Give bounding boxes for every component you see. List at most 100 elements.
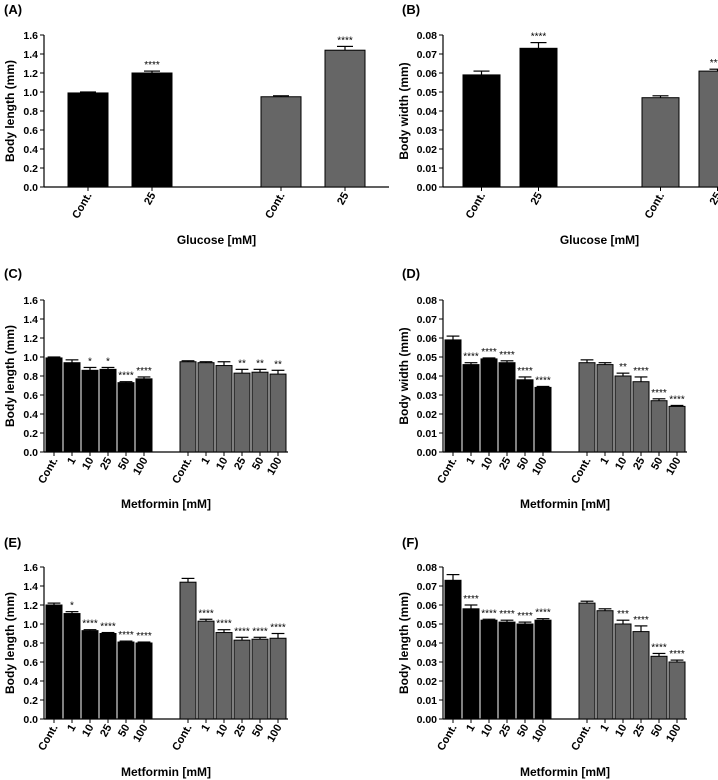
y-tick-label: 0.04 [417,638,438,650]
y-tick-label: 0.00 [417,714,438,726]
y-tick-label: 0.01 [417,695,438,707]
significance-label: ** [274,359,282,370]
significance-label: * [106,356,110,367]
y-tick-label: 0.07 [417,581,438,593]
y-tick-label: 1.6 [23,562,38,574]
x-tick-label: 100 [131,723,151,745]
y-tick-label: 0.00 [417,447,438,459]
y-axis-title: Body length (mm) [3,325,17,427]
bar [179,581,197,720]
x-tick-label: 25 [98,456,115,473]
bar [117,641,135,720]
panel-label: (E) [4,535,21,550]
y-tick-label: 0.8 [23,638,38,650]
significance-label: **** [517,366,533,377]
x-tick-label: 1 [199,723,212,734]
x-tick-label: 1 [464,723,477,734]
bar [641,97,680,188]
x-tick-label: 50 [116,456,133,473]
bar [260,96,302,188]
x-tick-label: 10 [80,723,97,740]
panel-f: (F) 0.00 0.01 0.02 0.03 0.04 0.05 0.06 0.07 0.08 B… [397,535,687,779]
y-tick-label: 0.08 [417,562,438,574]
y-tick-label: 1.2 [23,600,38,612]
significance-label: **** [669,394,685,405]
bar [534,386,552,453]
y-tick-label: 0.05 [417,619,438,631]
x-tick-label: Cont. [70,191,94,221]
significance-label: *** [617,609,629,620]
x-tick-label: 10 [214,723,231,740]
bar [462,608,480,720]
bar [251,638,269,720]
panel-e: (E) 0.0 0.2 0.4 0.6 0.8 1.0 1.2 1.4 1.6 Body lengt… [3,535,288,779]
bar [444,339,462,453]
x-tick-label: 50 [116,723,133,740]
y-tick-label: 0.00 [417,182,438,194]
x-tick-label: 100 [131,456,151,478]
significance-label: **** [144,60,160,71]
significance-label: ** [619,362,627,373]
x-tick-label: Cont. [569,456,593,486]
bar [99,368,117,453]
x-tick-label: Cont. [435,456,459,486]
significance-label: **** [531,32,547,43]
significance-label: ** [238,358,246,369]
x-tick-label: Cont. [170,456,194,486]
panel-a: (A) 0.0 0.2 0.4 0.6 0.8 1.0 1.2 1.4 1.6 Body lengt… [3,2,389,247]
x-tick-label: Cont. [464,191,488,221]
bar [480,358,498,453]
x-tick-label: 50 [515,723,532,740]
bar [81,369,99,453]
x-tick-label: 1 [598,456,611,467]
bar [45,357,63,453]
x-axis-title: Metformin [mM] [520,497,610,511]
bar [614,623,632,720]
y-tick-label: 0.4 [23,676,38,688]
y-tick-label: 0.2 [23,428,38,440]
bar [67,92,109,188]
y-tick-label: 0.03 [417,657,438,669]
x-tick-label: 10 [479,456,496,473]
x-tick-label: 10 [479,723,496,740]
significance-label: **** [633,366,649,377]
y-tick-label: 0.03 [417,125,438,137]
bar [269,373,287,453]
y-tick-label: 1.0 [23,87,38,99]
significance-label: **** [499,609,515,620]
x-tick-label: Cont. [170,723,194,753]
panel-b: (B) 0.00 0.01 0.02 0.03 0.04 0.05 0.06 0.07 0.08 B… [397,2,718,247]
bar [480,619,498,720]
x-axis-title: Metformin [mM] [121,497,211,511]
y-axis-title: Body width (mm) [397,327,411,424]
significance-label: **** [216,619,232,630]
x-tick-label: 50 [250,456,267,473]
x-tick-label: 25 [529,191,546,208]
bar [215,365,233,453]
bar [63,613,81,720]
x-axis-title: Metformin [mM] [520,765,610,779]
bar [197,620,215,720]
significance-label: **** [337,35,353,46]
x-tick-label: 10 [613,456,630,473]
panel-label: (D) [402,266,420,281]
y-tick-label: 1.2 [23,333,38,345]
y-tick-label: 0.01 [417,163,438,175]
y-axis-title: Body length (mm) [397,592,411,694]
panel-c: (C) 0.0 0.2 0.4 0.6 0.8 1.0 1.2 1.4 1.6 Body lengt… [3,266,288,511]
x-tick-label: Cont. [569,723,593,753]
x-tick-label: 25 [232,723,249,740]
significance-label: **** [535,608,551,619]
significance-label: **** [669,649,685,660]
y-tick-label: 0.08 [417,295,438,307]
bar [179,361,197,453]
panel-label: (C) [4,266,22,281]
y-tick-label: 0.2 [23,163,38,175]
y-tick-label: 0.07 [417,49,438,61]
y-axis-title: Body length (mm) [3,592,17,694]
significance-label: **** [252,626,268,637]
bar [596,610,614,720]
panel-label: (F) [402,535,419,550]
y-tick-label: 0.0 [23,447,38,459]
x-tick-label: 25 [232,456,249,473]
